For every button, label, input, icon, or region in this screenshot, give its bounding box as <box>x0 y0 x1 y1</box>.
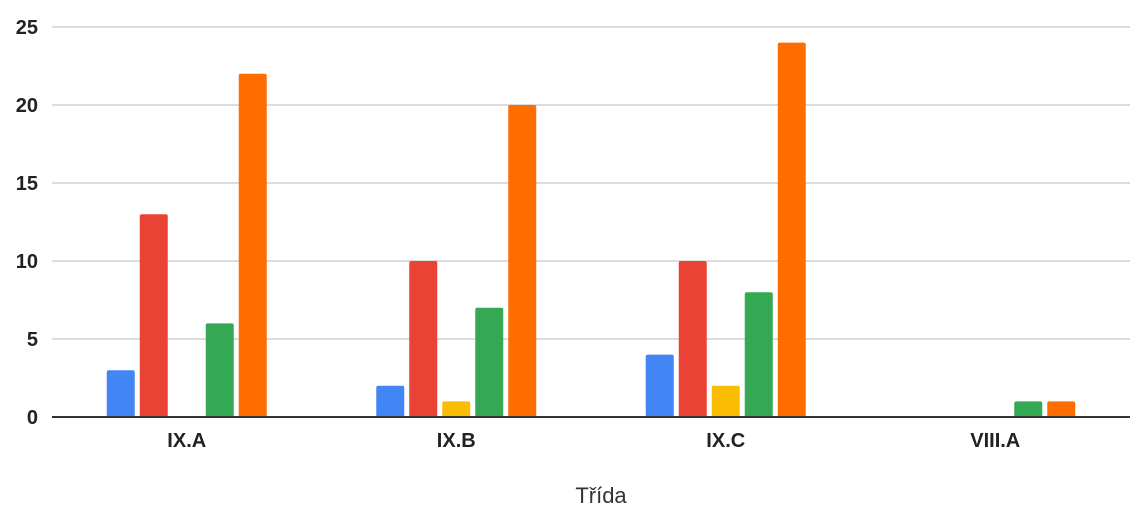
bar <box>475 307 504 417</box>
x-tick-label: VIII.A <box>970 430 1020 452</box>
bar <box>1014 401 1043 417</box>
x-tick-label: IX.B <box>437 430 476 452</box>
y-tick-label: 5 <box>27 329 38 351</box>
y-tick-label: 20 <box>16 95 38 117</box>
bar <box>442 401 471 417</box>
bar <box>1047 401 1076 417</box>
x-axis-ticks: IX.A IX.B IX.C VIII.A <box>167 430 1020 452</box>
bar <box>744 292 773 417</box>
y-axis-ticks: 0 5 10 15 20 25 <box>16 17 38 429</box>
x-axis-title: Třída <box>575 483 627 508</box>
bars <box>106 42 1076 418</box>
bar <box>645 354 674 417</box>
x-tick-label: IX.C <box>706 430 745 452</box>
bar <box>678 261 707 417</box>
y-tick-label: 15 <box>16 173 38 195</box>
bar <box>139 214 168 417</box>
bar <box>409 261 438 417</box>
bar <box>376 385 405 417</box>
bar <box>711 385 740 417</box>
x-tick-label: IX.A <box>167 430 206 452</box>
bar <box>777 42 806 417</box>
y-tick-label: 0 <box>27 407 38 429</box>
bar <box>205 323 234 417</box>
gridlines <box>52 26 1130 340</box>
y-tick-label: 10 <box>16 251 38 273</box>
bar <box>238 73 267 418</box>
bar <box>508 105 537 417</box>
bar <box>106 370 135 417</box>
y-tick-label: 25 <box>16 17 38 39</box>
